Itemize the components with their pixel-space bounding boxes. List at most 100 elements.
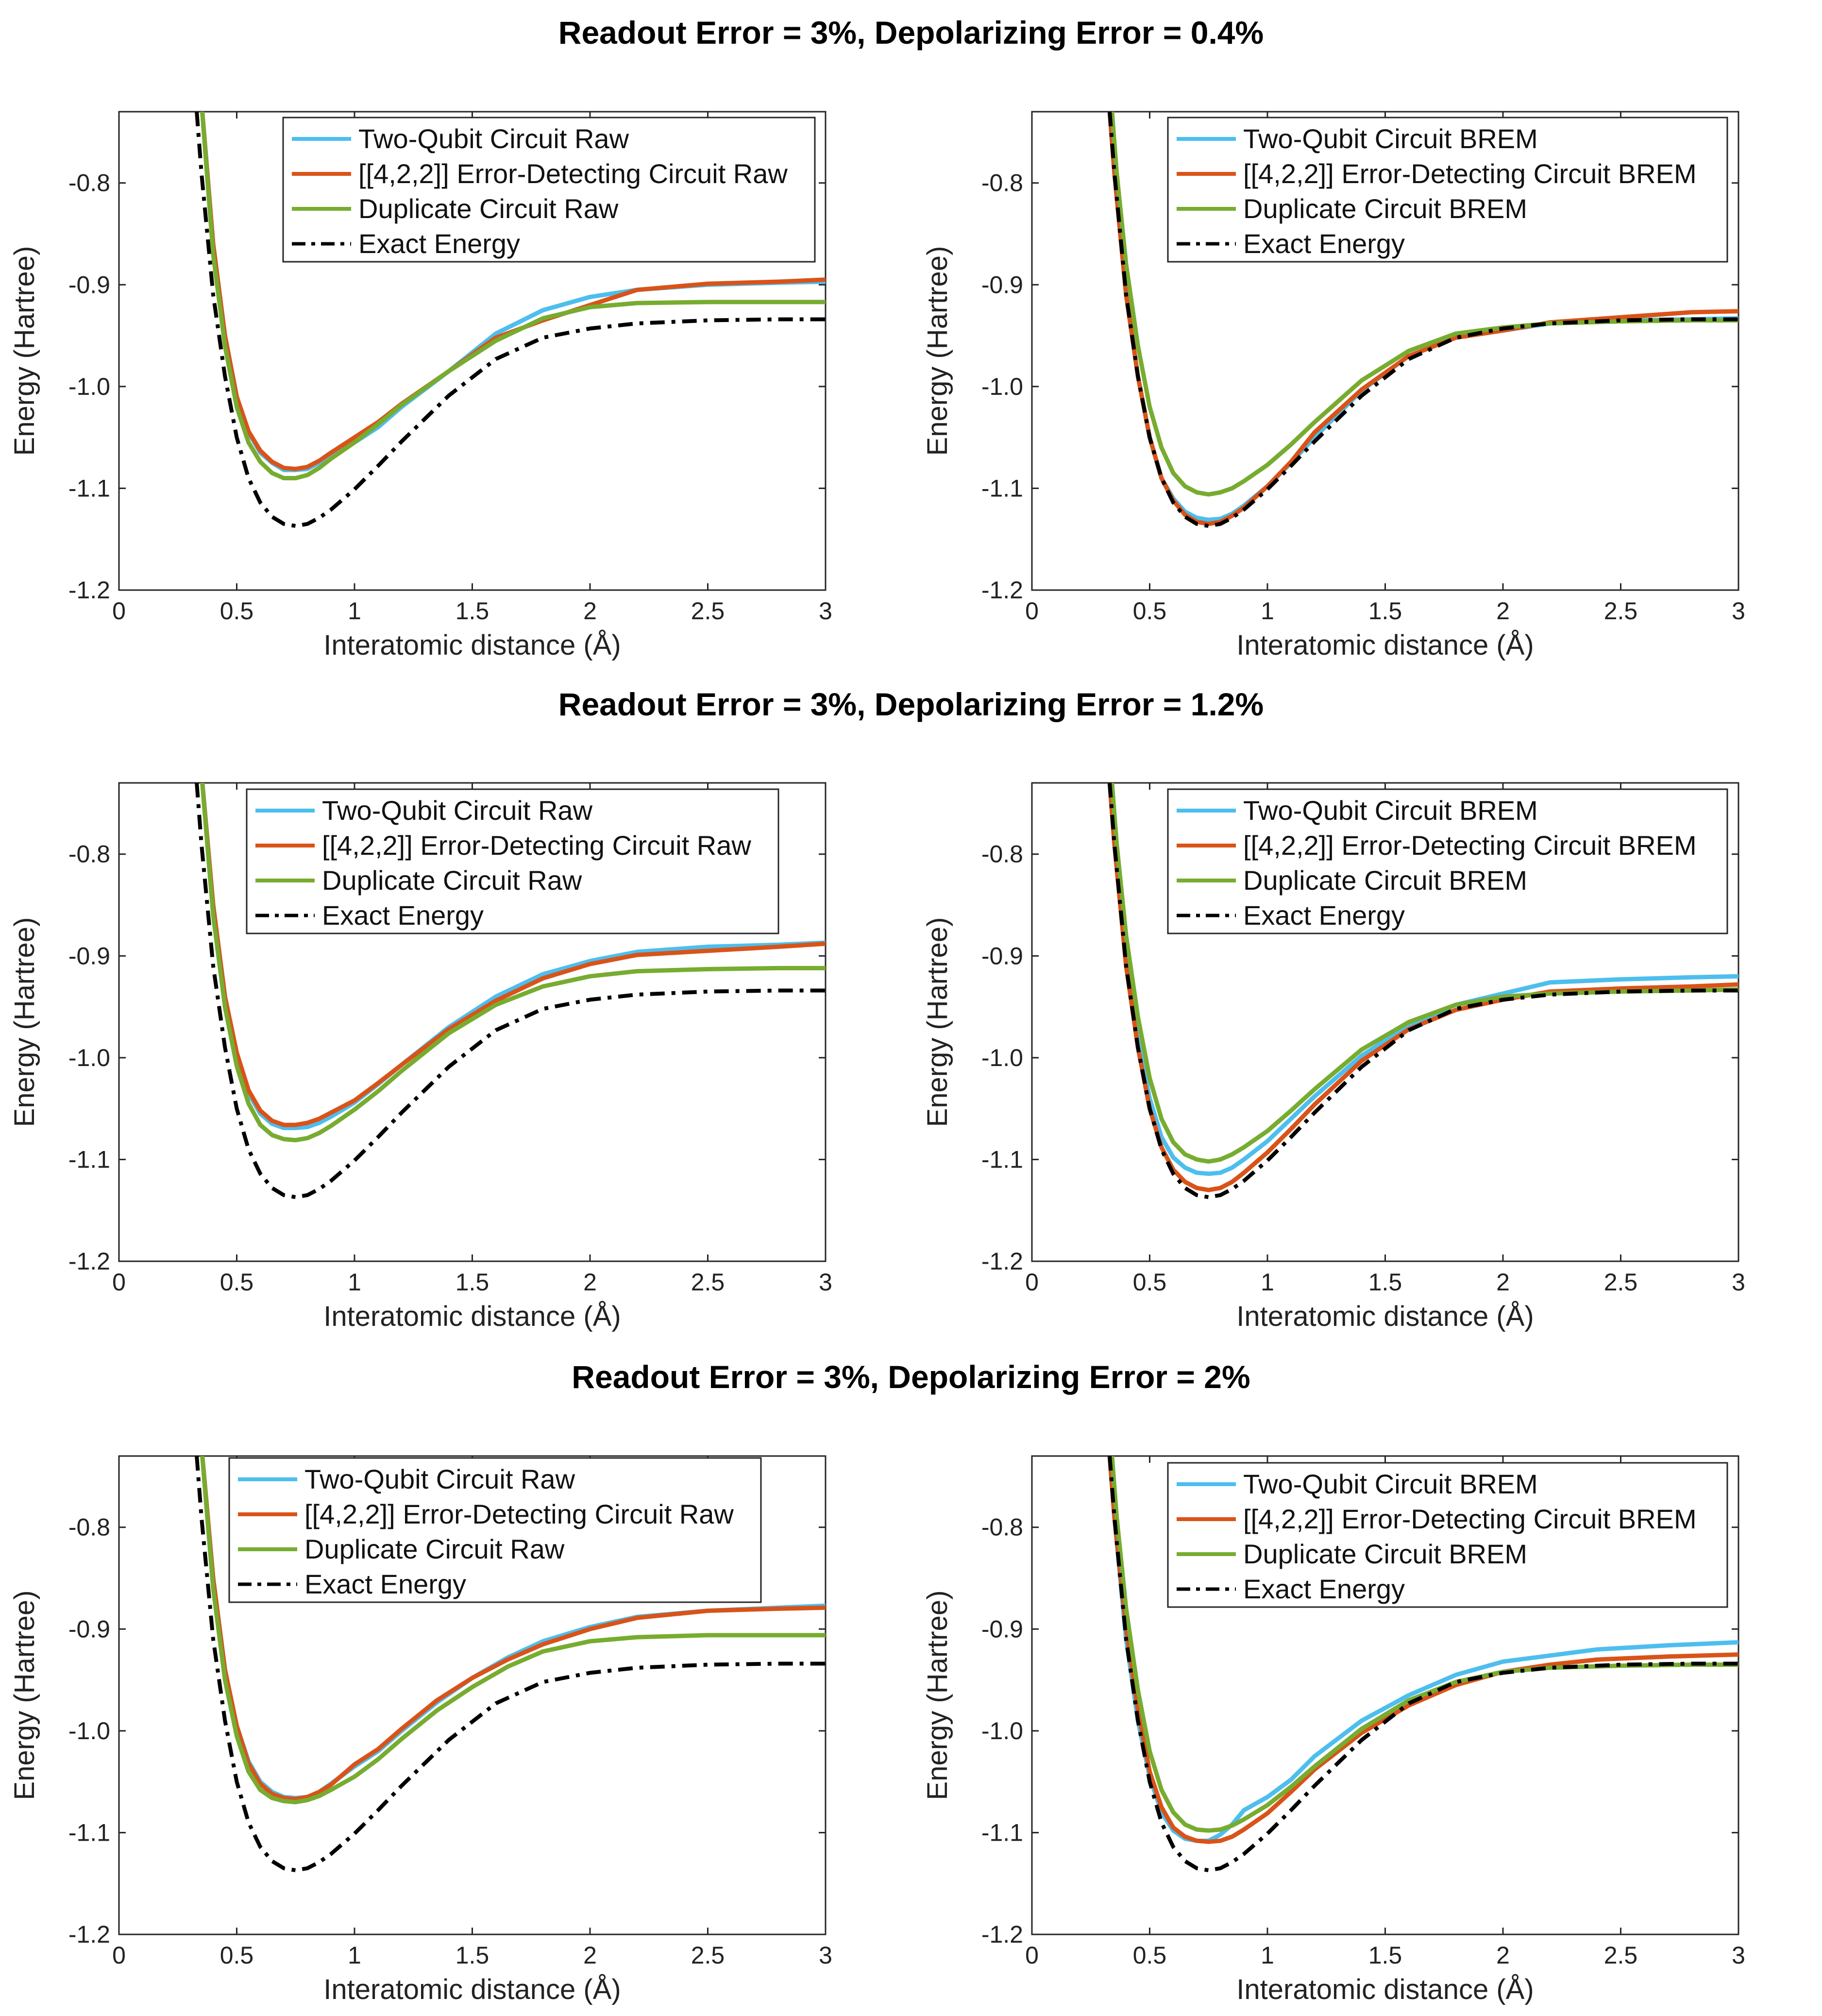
x-tick-label: 1 [1261,597,1274,625]
x-tick-label: 0.5 [220,1942,254,1969]
chart-panel-6: 0 0.5 1 1.5 2 2.5 3 -0.8 -0.9 -1.0 -1.1 -1.2 Interat… [922,1455,1745,2005]
legend-box [1167,788,1728,934]
legend: Two-Qubit Circuit Raw [[4,2,2]] Error-Det… [246,788,779,934]
y-tick-label: -1.0 [981,1717,1023,1745]
legend: Two-Qubit Circuit BREM [[4,2,2]] Error-De… [1167,117,1728,263]
x-tick-label: 2 [583,1942,597,1969]
y-tick-label: -0.9 [68,1615,110,1643]
legend-label: [[4,2,2]] Error-Detecting Circuit Raw [358,158,788,189]
legend-label: Exact Energy [1243,1574,1405,1604]
series-line-exact [1108,783,1738,1199]
legend-label: Two-Qubit Circuit BREM [1243,123,1538,154]
x-tick-label: 3 [819,1942,832,1969]
row-title-1: Readout Error = 3%, Depolarizing Error =… [558,15,1264,51]
y-tick-label: -0.9 [981,1615,1023,1643]
x-tick-label: 0.5 [1133,1269,1167,1296]
y-axis-label: Energy (Hartree) [9,246,40,456]
row-title-3: Readout Error = 3%, Depolarizing Error =… [572,1359,1250,1395]
legend-box [246,788,779,934]
series-line-exact [195,1456,826,1872]
chart-panel-4: 0 0.5 1 1.5 2 2.5 3 -0.8 -0.9 -1.0 -1.1 -1.2 Interat… [922,782,1745,1332]
legend-label: [[4,2,2]] Error-Detecting Circuit Raw [322,830,751,861]
legend: Two-Qubit Circuit Raw [[4,2,2]] Error-Det… [228,1457,762,1603]
legend-label: Duplicate Circuit BREM [1243,193,1527,224]
y-axis-label: Energy (Hartree) [922,917,953,1127]
legend: Two-Qubit Circuit BREM [[4,2,2]] Error-De… [1167,1462,1728,1608]
series-line-exact [195,112,826,528]
chart-panel-3: 0 0.5 1 1.5 2 2.5 3 -0.8 -0.9 -1.0 -1.1 -1.2 Interat… [9,782,832,1332]
x-tick-label: 2.5 [1604,1942,1638,1969]
x-tick-label: 1.5 [1368,597,1402,625]
legend-label: [[4,2,2]] Error-Detecting Circuit BREM [1243,830,1697,861]
chart-panel-2: 0 0.5 1 1.5 2 2.5 3 -0.8 -0.9 -1.0 -1.1 -1.2 Interat… [922,111,1745,661]
y-tick-label: -1.1 [981,1819,1023,1846]
x-tick-label: 1 [1261,1269,1274,1296]
y-tick-label: -0.9 [981,942,1023,969]
legend-box [228,1457,762,1603]
legend-label: Duplicate Circuit BREM [1243,1539,1527,1569]
y-tick-label: -1.2 [981,1248,1023,1275]
x-tick-label: 1.5 [456,1269,489,1296]
y-tick-label: -1.0 [68,1717,110,1745]
x-tick-label: 3 [819,1269,832,1296]
y-tick-label: -1.2 [68,1248,110,1275]
legend-label: Two-Qubit Circuit Raw [304,1464,575,1494]
x-tick-label: 0 [1025,1269,1039,1296]
y-tick-label: -0.8 [981,841,1023,868]
x-axis-label: Interatomic distance (Å) [323,1974,621,2005]
series-line-error-detecting [200,783,826,1127]
series-line-error-detecting [200,112,826,472]
y-tick-label: -0.9 [68,271,110,298]
x-tick-label: 2 [1496,597,1510,625]
series-line-exact [195,783,826,1199]
x-tick-label: 0 [1025,1942,1039,1969]
chart-panel-1: 0 0.5 1 1.5 2 2.5 3 -0.8 -0.9 -1.0 -1.1 -1.2 Interat… [9,111,832,661]
x-axis-label: Interatomic distance (Å) [1236,1974,1534,2005]
x-tick-label: 3 [819,597,832,625]
legend-label: Exact Energy [358,228,520,259]
x-tick-label: 0 [1025,597,1039,625]
legend-label: Two-Qubit Circuit Raw [322,795,593,826]
series-line-error-detecting [200,1456,826,1801]
legend-label: Exact Energy [304,1569,466,1599]
legend-label: Exact Energy [1243,228,1405,259]
x-tick-label: 2 [583,1269,597,1296]
x-tick-label: 1.5 [1368,1942,1402,1969]
x-tick-label: 1 [1261,1942,1274,1969]
y-tick-label: -0.8 [68,1514,110,1541]
x-axis-label: Interatomic distance (Å) [323,1301,621,1332]
y-tick-label: -1.1 [981,1146,1023,1173]
y-axis-label: Energy (Hartree) [9,917,40,1127]
y-tick-label: -0.9 [981,271,1023,298]
x-tick-label: 2 [1496,1942,1510,1969]
x-axis-label: Interatomic distance (Å) [1236,629,1534,661]
y-tick-label: -0.9 [68,942,110,969]
x-tick-label: 0 [112,1942,126,1969]
y-tick-label: -1.1 [981,474,1023,502]
legend-label: Exact Energy [322,900,484,931]
legend-box [1167,117,1728,263]
legend-label: Exact Energy [1243,900,1405,931]
x-tick-label: 1 [348,1269,361,1296]
series-line-exact [1108,112,1738,528]
x-tick-label: 2.5 [691,1942,725,1969]
series-line-duplicate [200,1456,826,1805]
series-line-exact [1108,1456,1738,1872]
x-tick-label: 3 [1732,1269,1745,1296]
legend-label: Two-Qubit Circuit Raw [358,123,629,154]
legend-label: Duplicate Circuit Raw [358,193,619,224]
y-tick-label: -1.2 [68,576,110,604]
y-tick-label: -0.8 [981,169,1023,197]
legend-label: [[4,2,2]] Error-Detecting Circuit BREM [1243,1504,1697,1534]
legend-box [282,117,816,263]
y-axis-label: Energy (Hartree) [922,246,953,456]
x-tick-label: 0 [112,1269,126,1296]
legend: Two-Qubit Circuit Raw [[4,2,2]] Error-Det… [282,117,816,263]
legend-label: [[4,2,2]] Error-Detecting Circuit Raw [304,1499,734,1529]
y-tick-label: -0.8 [68,169,110,197]
x-tick-label: 1.5 [1368,1269,1402,1296]
y-tick-label: -1.1 [68,1146,110,1173]
x-tick-label: 2 [583,597,597,625]
x-tick-label: 1.5 [456,597,489,625]
legend-label: Duplicate Circuit BREM [1243,865,1527,896]
